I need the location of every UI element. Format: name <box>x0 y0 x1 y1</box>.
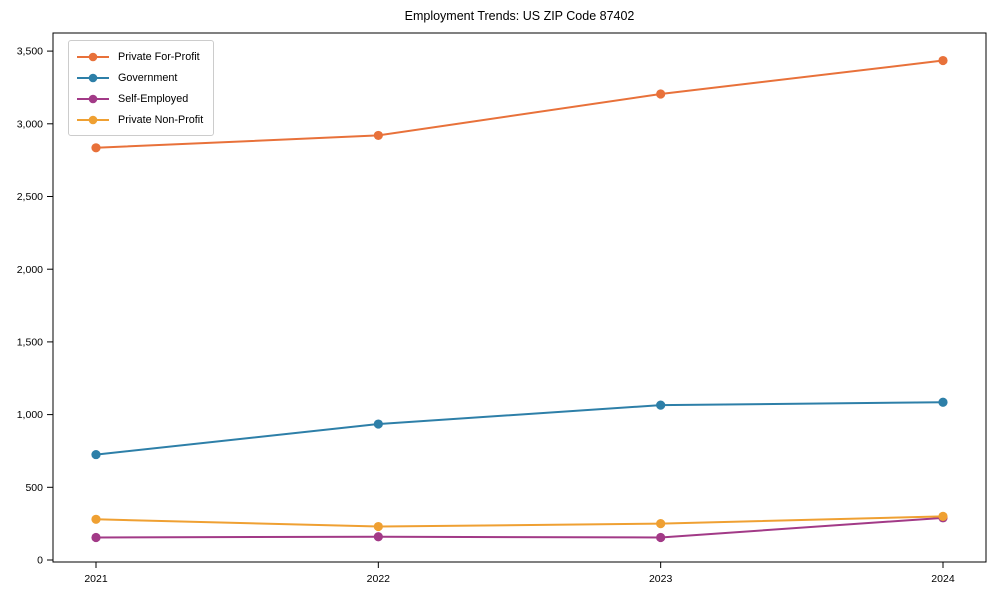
y-tick-label: 2,000 <box>17 264 43 276</box>
data-point-marker <box>938 397 948 407</box>
data-point-marker <box>656 400 666 410</box>
y-tick-label: 1,500 <box>17 337 43 349</box>
legend-item: Private For-Profit <box>76 46 203 67</box>
legend-item: Government <box>76 67 203 88</box>
y-tick-label: 0 <box>37 555 43 567</box>
data-point-marker <box>91 143 101 153</box>
legend-item: Private Non-Profit <box>76 109 203 130</box>
data-point-marker <box>91 532 101 543</box>
y-tick-label: 3,500 <box>17 46 43 58</box>
x-tick-label: 2021 <box>84 573 108 585</box>
data-point-marker <box>938 511 948 521</box>
series-line <box>95 59 944 149</box>
x-tick-label: 2024 <box>931 573 955 585</box>
data-point-marker <box>938 55 948 66</box>
legend-marker-icon <box>77 115 109 124</box>
series-line <box>95 516 944 539</box>
data-point-marker <box>373 532 383 542</box>
data-point-marker <box>373 130 383 141</box>
data-point-marker <box>656 532 666 543</box>
y-tick-label: 2,500 <box>17 191 43 203</box>
legend: Private For-Profit Government Self-Employe… <box>68 40 215 136</box>
plot-border <box>52 32 987 563</box>
series-line <box>95 401 944 456</box>
data-point-marker <box>91 449 101 460</box>
legend-item-label: Private Non-Profit <box>118 113 204 126</box>
x-tick-label: 2023 <box>649 573 673 585</box>
y-tick-label: 3,000 <box>17 118 43 130</box>
chart-title: Employment Trends: US ZIP Code 87402 <box>404 9 635 23</box>
legend-item-label: Private For-Profit <box>118 50 200 63</box>
data-point-marker <box>656 519 666 529</box>
legend-marker-icon <box>77 94 109 103</box>
data-point-marker <box>91 514 101 524</box>
data-point-marker <box>373 419 383 429</box>
data-point-marker <box>373 521 383 532</box>
legend-marker-icon <box>77 52 109 61</box>
legend-marker-icon <box>77 73 109 82</box>
legend-item-label: Self-Employed <box>118 92 189 105</box>
legend-item-label: Government <box>118 71 178 84</box>
legend-item: Self-Employed <box>76 88 203 109</box>
y-tick-label: 1,000 <box>17 409 43 421</box>
data-point-marker <box>656 89 666 99</box>
y-tick-label: 500 <box>25 482 43 494</box>
series-line <box>95 515 944 528</box>
x-tick-label: 2022 <box>367 573 391 585</box>
